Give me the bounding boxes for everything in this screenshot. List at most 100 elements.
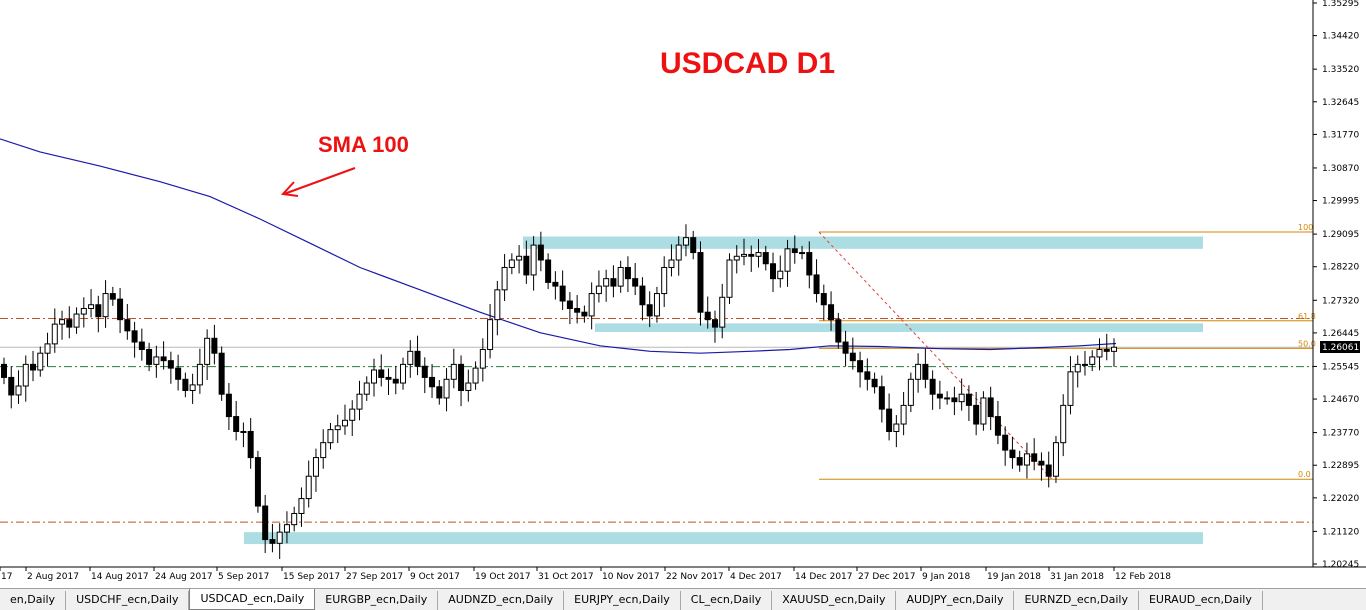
candle [363, 376, 370, 401]
candle [624, 256, 631, 293]
chart-tab[interactable]: EURJPY_ecn,Daily [564, 591, 681, 610]
candle [1103, 333, 1110, 361]
chart-area[interactable]: 100 61.8 50.0 0.0 1.35295 1.34420 1.33520 1.32… [0, 0, 1366, 588]
candle [741, 238, 747, 266]
date-tick-label: 19 Oct 2017 [475, 572, 531, 582]
candle [668, 244, 675, 277]
candle [95, 295, 102, 333]
chart-tab[interactable]: USDCAD_ecn,Daily [189, 589, 316, 610]
candle [131, 321, 138, 358]
candle [211, 324, 218, 365]
chart-title: USDCAD D1 [660, 47, 835, 80]
price-tick-label: 1.22020 [1322, 494, 1359, 504]
price-tick-label: 1.25545 [1322, 362, 1359, 372]
candle [247, 418, 254, 469]
price-tick-label: 1.20245 [1322, 560, 1359, 570]
price-tick-label: 1.31770 [1322, 130, 1359, 140]
candle [545, 253, 552, 290]
candle [349, 400, 356, 436]
candle [15, 370, 22, 404]
candle [936, 380, 943, 410]
candle [784, 239, 791, 287]
chart-tab[interactable]: XAUUSD_ecn,Daily [772, 591, 897, 610]
candle [907, 372, 914, 413]
candle [733, 245, 740, 274]
candle [378, 354, 385, 387]
candlesticks [1, 224, 1117, 559]
chart-tab[interactable]: EURAUD_ecn,Daily [1138, 591, 1263, 610]
candle [842, 330, 849, 367]
candle [196, 348, 203, 394]
candle [755, 239, 762, 268]
candle [893, 415, 900, 448]
candle [690, 230, 697, 260]
candle [51, 308, 58, 353]
candle [878, 375, 885, 423]
candle [806, 241, 813, 289]
candle [44, 332, 51, 367]
candle [458, 355, 465, 407]
price-tick-label: 1.33520 [1322, 65, 1359, 75]
candle [1002, 426, 1009, 466]
fib-level-label: 100 [1298, 223, 1313, 232]
candle [646, 291, 653, 328]
candle [37, 346, 44, 377]
candle [523, 240, 530, 284]
candle [327, 422, 334, 450]
candle [951, 386, 958, 416]
price-tick-label: 1.22895 [1322, 461, 1359, 471]
candle [1016, 450, 1023, 472]
candle [973, 391, 980, 436]
candle [508, 253, 515, 275]
candle [915, 353, 922, 393]
candle [711, 310, 718, 343]
chart-tab[interactable]: AUDNZD_ecn,Daily [438, 591, 565, 610]
candle [175, 354, 182, 391]
date-tick-label: 5 Sep 2017 [218, 572, 269, 582]
candle [1023, 442, 1030, 479]
chart-tab[interactable]: EURNZD_ecn,Daily [1014, 591, 1139, 610]
chart-tab[interactable]: USDCHF_ecn,Daily [66, 591, 190, 610]
date-axis[interactable]: 17 2 Aug 2017 14 Aug 2017 24 Aug 2017 5 Sep … [0, 567, 1171, 582]
candle [958, 378, 965, 411]
candle [1096, 338, 1103, 371]
candle [479, 338, 486, 382]
candle [871, 372, 878, 394]
candle [944, 391, 951, 405]
candle [516, 245, 523, 274]
price-tick-label: 1.35295 [1322, 0, 1359, 9]
price-axis[interactable]: 1.35295 1.34420 1.33520 1.32645 1.31770 1.308… [1313, 0, 1359, 570]
annotation-arrow-icon [280, 167, 356, 197]
date-tick-label: 22 Nov 2017 [666, 572, 724, 582]
candle [262, 494, 269, 554]
candle [392, 365, 399, 395]
candle [849, 337, 856, 370]
chart-tab[interactable]: en,Daily [0, 591, 67, 610]
price-tick-label: 1.29095 [1322, 230, 1359, 240]
chart-tab[interactable]: AUDJPY_ecn,Daily [896, 591, 1015, 610]
candle [1031, 438, 1038, 471]
candle [661, 256, 668, 307]
candle [675, 236, 682, 276]
candle [109, 286, 116, 306]
price-chart[interactable]: 100 61.8 50.0 0.0 1.35295 1.34420 1.33520 1.32… [0, 0, 1366, 588]
candle [494, 280, 501, 336]
candle [233, 400, 240, 441]
candle [835, 312, 842, 349]
date-tick-label: 31 Jan 2018 [1050, 572, 1104, 582]
candle [603, 269, 610, 302]
candle [762, 245, 769, 271]
chart-tab[interactable]: EURGBP_ecn,Daily [315, 591, 439, 610]
zone-rect [523, 236, 1203, 249]
fibonacci-retracement[interactable]: 100 61.8 50.0 0.0 [818, 223, 1316, 480]
support-resistance-zones [244, 236, 1203, 545]
candle [269, 523, 276, 553]
candle [574, 295, 581, 324]
candle [153, 345, 160, 378]
candle [1, 357, 7, 385]
candle [80, 297, 87, 328]
candle [429, 364, 436, 398]
chart-tab[interactable]: CL_ecn,Daily [680, 591, 773, 610]
date-tick-label: 19 Jan 2018 [987, 572, 1041, 582]
date-tick-label: 17 [1, 572, 12, 582]
